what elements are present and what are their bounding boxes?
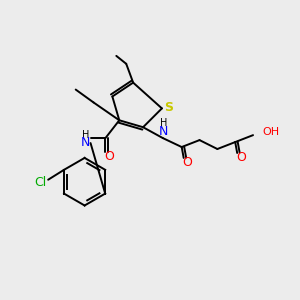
Text: S: S (164, 101, 173, 114)
Text: N: N (159, 125, 169, 138)
Text: H: H (160, 118, 168, 128)
Text: O: O (183, 156, 193, 170)
Text: H: H (82, 130, 89, 140)
Text: OH: OH (262, 127, 279, 137)
Text: O: O (104, 150, 114, 164)
Text: Cl: Cl (34, 176, 46, 189)
Text: N: N (81, 136, 90, 148)
Text: O: O (236, 152, 246, 164)
